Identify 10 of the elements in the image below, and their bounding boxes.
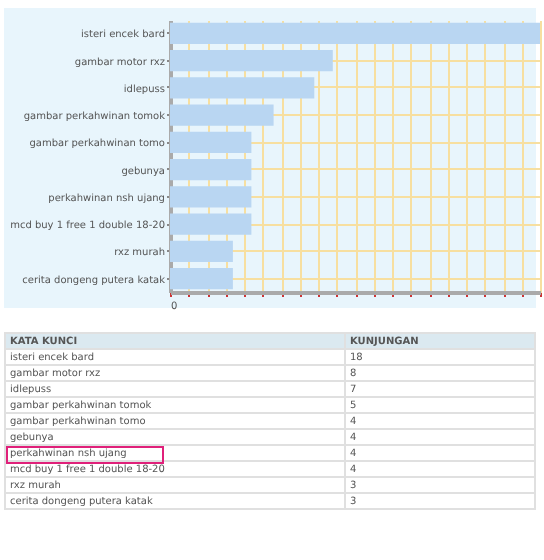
bar <box>170 77 315 99</box>
bar <box>170 186 252 208</box>
bar <box>170 240 233 263</box>
bar <box>170 22 540 44</box>
bar <box>170 131 252 153</box>
bar <box>170 49 333 72</box>
bar <box>170 268 233 290</box>
bar <box>170 104 274 126</box>
bar <box>170 213 252 235</box>
bar <box>170 159 252 181</box>
